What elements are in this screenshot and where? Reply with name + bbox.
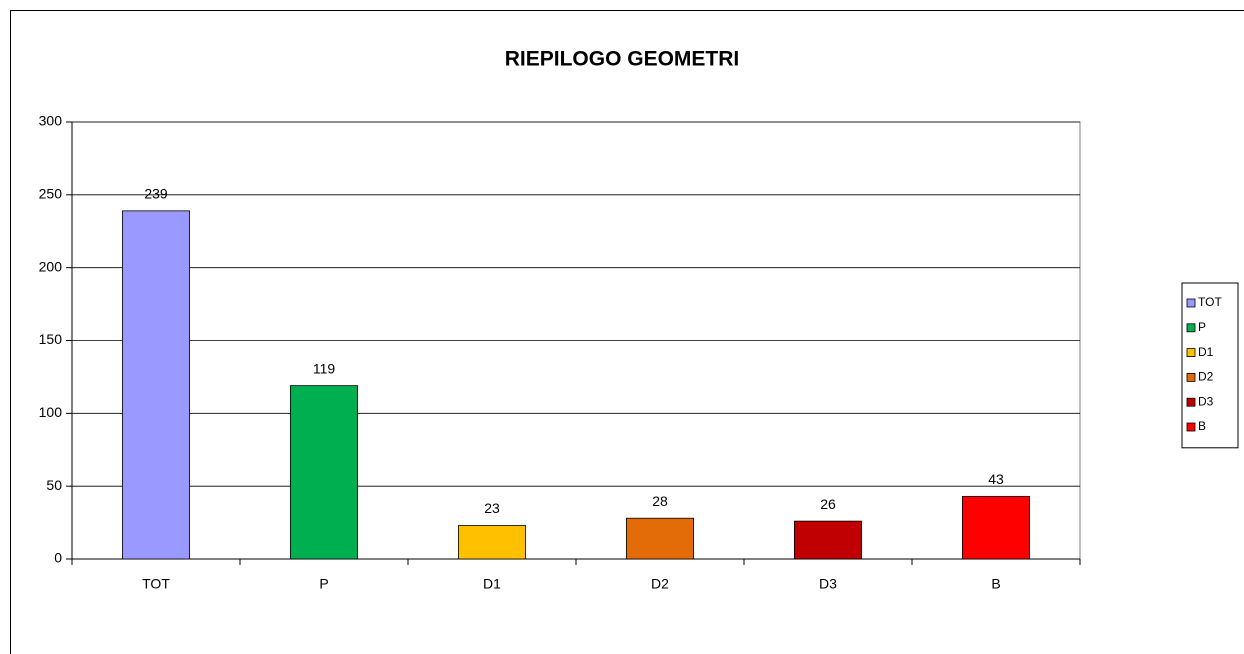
legend-swatch — [1186, 348, 1196, 358]
y-tick-label: 150 — [39, 331, 63, 347]
legend-swatch — [1186, 323, 1196, 333]
legend-swatch — [1186, 397, 1196, 407]
y-tick-label: 200 — [39, 258, 63, 274]
legend-swatch — [1186, 422, 1196, 432]
data-label: 43 — [988, 471, 1004, 487]
y-tick-label: 100 — [39, 404, 63, 420]
legend-label: D1 — [1198, 345, 1214, 359]
x-tick-label: B — [991, 576, 1000, 592]
legend-swatch — [1186, 298, 1196, 308]
legend-label: B — [1198, 419, 1206, 433]
x-tick-label: P — [319, 576, 328, 592]
bar — [122, 210, 190, 560]
data-label: 119 — [313, 360, 336, 376]
legend-label: P — [1198, 320, 1206, 334]
data-label: 26 — [820, 496, 836, 512]
bar — [289, 385, 358, 560]
legend-swatch — [1186, 372, 1196, 382]
data-label: 239 — [144, 186, 168, 202]
data-label: 23 — [484, 500, 500, 516]
legend-label: TOT — [1198, 295, 1222, 309]
x-tick-label: TOT — [142, 576, 170, 592]
chart-title: RIEPILOGO GEOMETRI — [505, 48, 740, 71]
bar — [794, 520, 863, 560]
data-label: 28 — [652, 493, 668, 509]
x-tick-label: D1 — [483, 576, 501, 592]
bar — [962, 495, 1031, 560]
y-tick-label: 50 — [46, 477, 62, 493]
legend-label: D3 — [1198, 394, 1214, 408]
y-tick-label: 250 — [39, 186, 63, 202]
y-tick-label: 0 — [54, 550, 62, 566]
x-tick-label: D2 — [651, 576, 669, 592]
legend-label: D2 — [1198, 370, 1214, 384]
bar — [626, 517, 695, 560]
y-tick-label: 300 — [39, 113, 63, 129]
x-tick-label: D3 — [819, 576, 837, 592]
legend-box — [1181, 282, 1239, 449]
bar — [457, 525, 526, 560]
